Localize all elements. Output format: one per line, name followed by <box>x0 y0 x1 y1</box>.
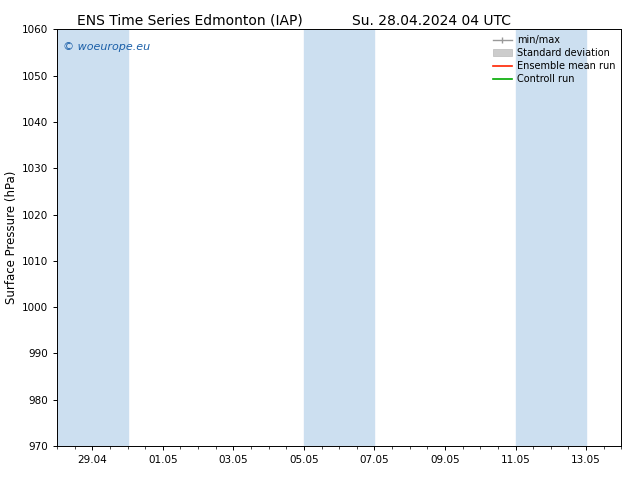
Y-axis label: Surface Pressure (hPa): Surface Pressure (hPa) <box>4 171 18 304</box>
Legend: min/max, Standard deviation, Ensemble mean run, Controll run: min/max, Standard deviation, Ensemble me… <box>489 31 619 88</box>
Bar <box>57 29 127 446</box>
Text: Su. 28.04.2024 04 UTC: Su. 28.04.2024 04 UTC <box>352 14 510 28</box>
Text: ENS Time Series Edmonton (IAP): ENS Time Series Edmonton (IAP) <box>77 14 303 28</box>
Bar <box>515 29 586 446</box>
Text: © woeurope.eu: © woeurope.eu <box>63 42 150 52</box>
Bar <box>304 29 375 446</box>
